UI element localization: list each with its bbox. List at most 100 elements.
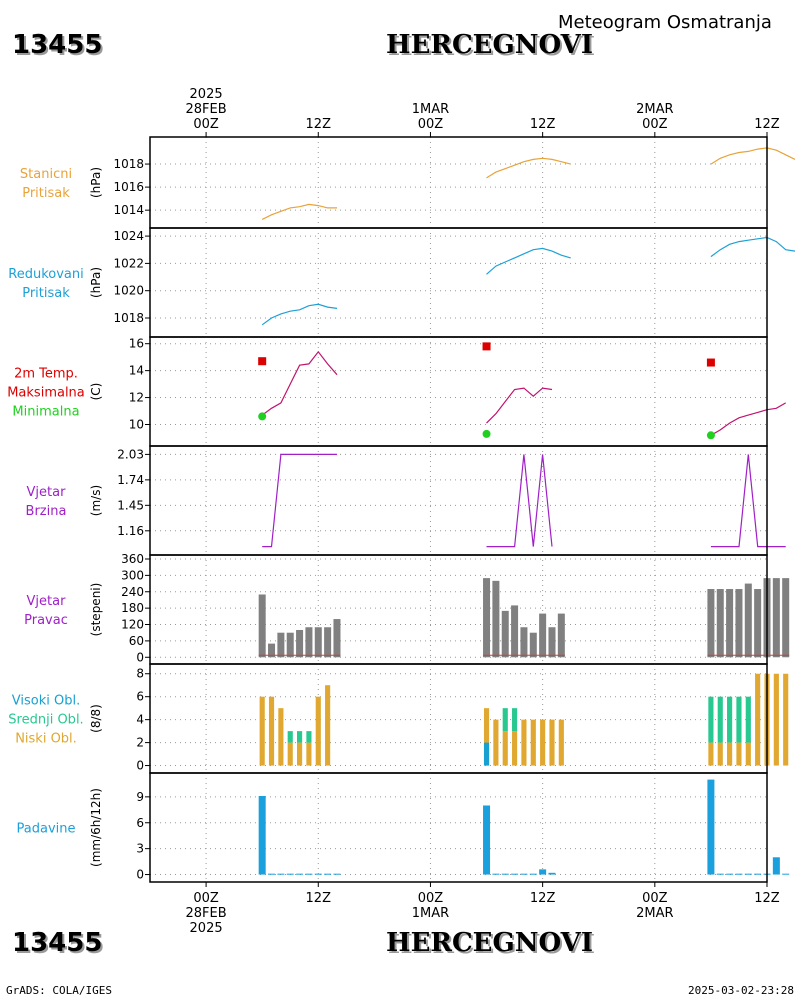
top-time-label: 2025 <box>190 87 223 102</box>
direction-bar <box>296 629 304 658</box>
station-id-top: 13455 <box>12 30 103 60</box>
y-axis-label: (mm/6h/12h) <box>89 788 103 867</box>
precip-bar <box>305 873 313 875</box>
direction-bar <box>754 589 762 658</box>
cloud-low-bar <box>493 719 499 766</box>
panel-3: 10 12 14 16 (C) 2m Temp. Maksimalna Minimalna <box>7 336 786 447</box>
panel-name-label: Pritisak <box>22 286 70 301</box>
cloud-low-bar <box>736 742 742 766</box>
series-line <box>486 387 553 424</box>
grads-credit: GrADS: COLA/IGES <box>6 984 112 997</box>
cloud-mid-bar <box>502 708 508 732</box>
precip-bar <box>286 873 294 875</box>
precip-bar <box>735 873 743 875</box>
panel-name-label: Minimalna <box>12 405 79 420</box>
cloud-low-bar <box>502 731 508 766</box>
meteogram-title: Meteogram Osmatranja <box>558 12 772 33</box>
y-axis-label: (8/8) <box>89 704 103 733</box>
cloud-mid-bar <box>306 731 312 743</box>
precip-bar <box>726 873 734 875</box>
bottom-time-label: 2MAR <box>636 906 673 921</box>
panel-name-label: Niski Obl. <box>15 732 77 747</box>
top-time-label: 00Z <box>418 117 444 132</box>
y-tick-label: 180 <box>121 601 144 615</box>
panel-6: 0 2 4 6 8 (8/8) Visoki Obl. Srednji Obl. Niski O… <box>8 663 789 774</box>
precip-bar <box>716 873 724 875</box>
cloud-low-bar <box>278 708 284 766</box>
y-tick-label: 1018 <box>113 157 144 171</box>
y-tick-label: 0 <box>136 868 144 882</box>
panel-name-label: Vjetar <box>27 485 67 500</box>
series-line <box>261 303 338 326</box>
cloud-high-bar <box>483 742 490 766</box>
tmin-marker <box>258 412 267 421</box>
panel-5: 0 60 120 180 240 300 360 (stepeni) Vjetar Pravac <box>24 552 790 665</box>
series-line <box>261 203 337 220</box>
cloud-low-bar <box>727 742 733 766</box>
precip-bar <box>707 779 715 875</box>
panel-name-label: Pravac <box>24 613 68 628</box>
cloud-low-bar <box>755 673 761 766</box>
direction-bar <box>782 578 790 658</box>
precip-bar <box>483 805 491 875</box>
station-name-bottom: HERCEGNOVI <box>386 928 593 958</box>
panel-name-label: Pritisak <box>22 186 70 201</box>
cloud-mid-bar <box>717 696 723 743</box>
cloud-low-bar <box>783 673 789 766</box>
bottom-time-label: 00Z <box>193 891 219 906</box>
top-time-label: 12Z <box>306 117 332 132</box>
precip-bar <box>529 873 537 875</box>
direction-bar <box>314 627 322 658</box>
precip-bar <box>772 857 780 875</box>
precip-bar <box>511 873 519 875</box>
tmax-marker <box>258 357 267 366</box>
direction-bar <box>286 632 294 658</box>
y-tick-label: 240 <box>121 585 144 599</box>
cloud-mid-bar <box>512 708 518 732</box>
y-tick-label: 1.45 <box>117 498 144 512</box>
panel-1: 1014 1016 1018 (hPa) Stanicni Pritisak <box>20 136 796 229</box>
direction-bar <box>277 632 285 658</box>
precip-bar <box>324 873 332 875</box>
station-id-bottom: 13455 <box>12 928 103 958</box>
panel-frame <box>149 227 768 338</box>
cloud-mid-bar <box>297 731 303 743</box>
panel-frame <box>149 554 768 665</box>
precip-bar <box>744 873 752 875</box>
panel-name-label: Brzina <box>26 504 67 519</box>
panel-name-label: Vjetar <box>27 594 67 609</box>
y-tick-label: 6 <box>136 690 144 704</box>
cloud-mid-bar <box>745 696 751 743</box>
series-line <box>710 236 796 258</box>
direction-bar <box>483 578 491 658</box>
y-tick-label: 16 <box>129 337 144 351</box>
direction-bar <box>716 589 724 658</box>
top-time-label: 2MAR <box>636 102 673 117</box>
cloud-low-bar <box>558 719 564 766</box>
panel-frame <box>149 663 768 774</box>
cloud-low-bar <box>287 742 293 766</box>
direction-bar <box>305 627 313 658</box>
y-tick-label: 12 <box>129 391 144 405</box>
y-tick-label: 1.74 <box>117 473 144 487</box>
direction-bar <box>511 605 519 658</box>
precip-bar <box>268 873 276 875</box>
series-line <box>486 247 571 275</box>
bottom-time-label: 2025 <box>190 921 223 936</box>
y-tick-label: 300 <box>121 568 144 582</box>
series-line <box>710 454 786 548</box>
cloud-mid-bar <box>727 696 733 743</box>
precip-bar <box>548 872 556 875</box>
direction-bar <box>529 632 537 658</box>
bottom-time-label: 1MAR <box>412 906 449 921</box>
cloud-low-bar <box>530 719 536 766</box>
series-line <box>486 454 553 548</box>
panel-frame <box>149 772 768 883</box>
y-axis-label: (m/s) <box>89 485 103 516</box>
series-line <box>710 147 796 165</box>
direction-bar <box>744 583 752 658</box>
y-tick-label: 1022 <box>113 256 144 270</box>
panel-frame <box>149 445 768 556</box>
